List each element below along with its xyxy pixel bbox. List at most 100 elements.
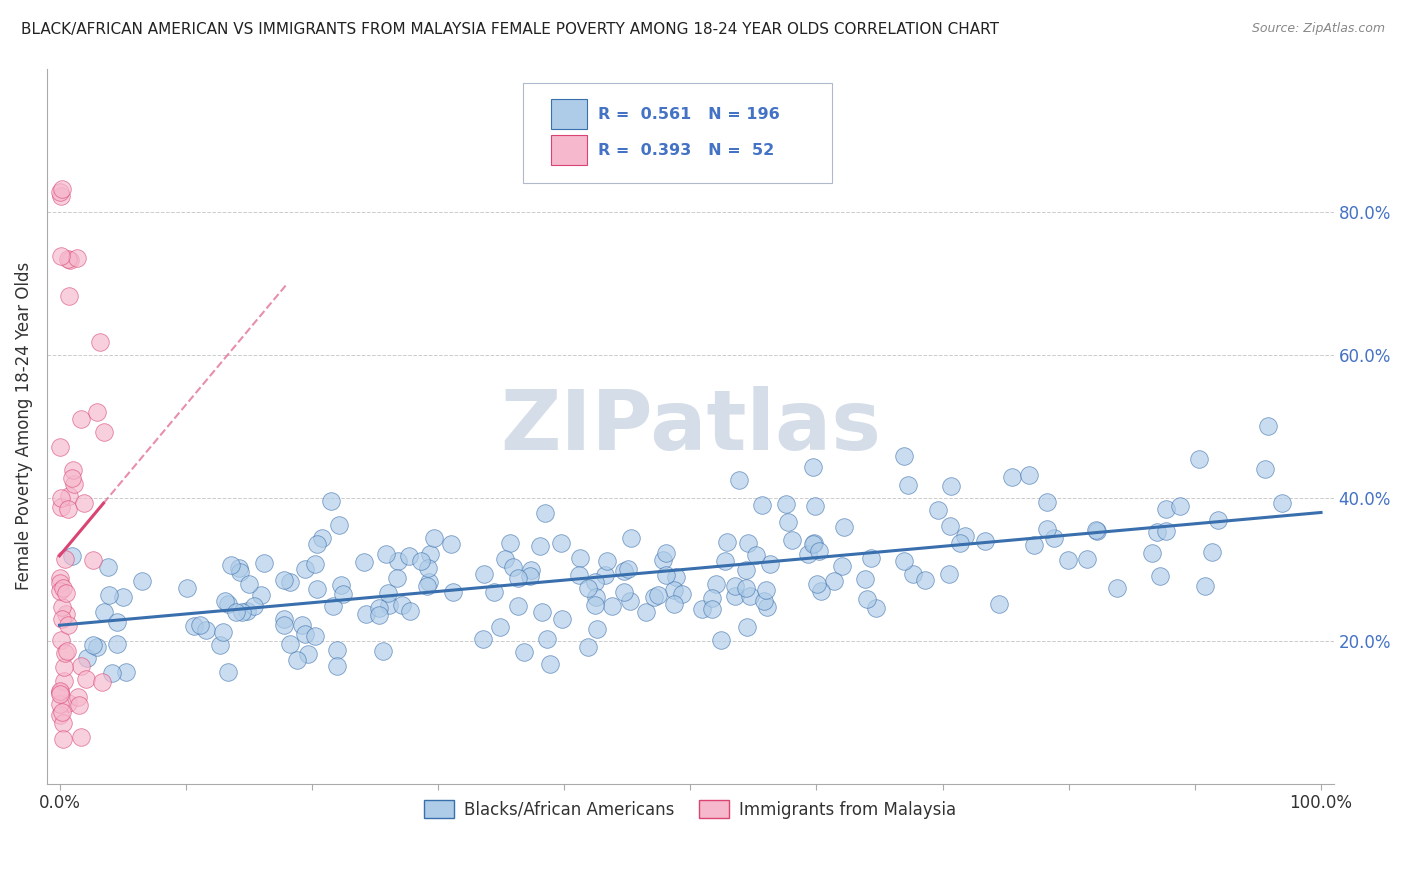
Point <box>593 568 616 582</box>
Point <box>807 544 830 558</box>
Point <box>855 572 877 586</box>
Point <box>619 594 641 608</box>
Point <box>58 289 80 303</box>
Point <box>860 551 883 566</box>
Point <box>714 554 737 568</box>
Point <box>228 561 250 575</box>
Point <box>735 581 758 595</box>
Point <box>600 599 623 613</box>
Point <box>290 618 312 632</box>
Point <box>737 536 759 550</box>
Point <box>1257 419 1279 434</box>
Point <box>49 584 72 599</box>
Point <box>716 535 738 549</box>
Point <box>897 477 920 491</box>
Point <box>56 502 79 516</box>
Point <box>48 687 70 701</box>
Point <box>56 696 79 710</box>
Point <box>745 549 768 563</box>
Point <box>377 586 399 600</box>
Point <box>82 638 104 652</box>
Point <box>613 564 636 578</box>
Point <box>49 683 72 698</box>
Point <box>953 529 976 543</box>
Point <box>569 551 592 566</box>
Point <box>520 563 543 577</box>
Point <box>1154 502 1177 516</box>
Point <box>51 500 73 514</box>
Legend: Blacks/African Americans, Immigrants from Malaysia: Blacks/African Americans, Immigrants fro… <box>418 794 963 825</box>
Point <box>183 619 205 633</box>
Point <box>502 560 524 574</box>
Point <box>735 563 758 577</box>
Point <box>585 591 607 605</box>
Point <box>51 182 73 196</box>
Point <box>724 590 747 604</box>
Point <box>551 612 574 626</box>
Point <box>49 571 72 585</box>
Point <box>297 647 319 661</box>
Point <box>671 587 693 601</box>
Point <box>927 503 949 517</box>
Point <box>48 440 70 454</box>
Point <box>643 590 665 604</box>
Point <box>368 601 391 615</box>
Point <box>586 622 609 636</box>
Point <box>354 607 377 621</box>
Point <box>70 412 93 426</box>
Point <box>311 531 333 545</box>
Point <box>1043 531 1066 545</box>
Point <box>86 640 108 654</box>
Point <box>1188 452 1211 467</box>
Point <box>735 620 758 634</box>
Point <box>973 534 995 549</box>
Point <box>901 567 924 582</box>
Point <box>724 579 747 593</box>
Point <box>82 553 104 567</box>
Point <box>326 643 349 657</box>
Point <box>304 558 326 572</box>
Point <box>86 405 108 419</box>
Point <box>664 583 686 598</box>
Point <box>780 533 803 547</box>
Point <box>530 605 553 619</box>
Point <box>294 562 316 576</box>
Point <box>378 598 401 612</box>
Point <box>367 607 389 622</box>
Point <box>1001 470 1024 484</box>
Point <box>373 644 395 658</box>
Point <box>273 618 295 632</box>
Point <box>231 605 253 619</box>
Point <box>273 574 295 588</box>
Point <box>636 606 658 620</box>
Point <box>776 516 799 530</box>
Point <box>893 554 915 568</box>
Point <box>801 537 824 551</box>
Point <box>48 185 70 199</box>
Point <box>423 531 446 545</box>
Point <box>53 660 76 674</box>
Point <box>217 597 239 611</box>
Point <box>63 476 86 491</box>
Point <box>58 489 80 503</box>
Point <box>56 252 79 266</box>
Point <box>53 646 76 660</box>
Point <box>727 473 749 487</box>
Point <box>48 697 70 711</box>
Point <box>939 518 962 533</box>
Point <box>52 731 75 746</box>
Point <box>53 551 76 566</box>
Point <box>512 645 534 659</box>
Point <box>651 553 673 567</box>
Point <box>416 578 439 592</box>
Point <box>385 571 408 585</box>
Point <box>655 567 678 582</box>
Point <box>329 578 352 592</box>
Point <box>253 556 276 570</box>
Point <box>294 627 316 641</box>
Point <box>1201 545 1223 559</box>
Point <box>1076 551 1098 566</box>
Point <box>51 612 73 626</box>
Point <box>97 560 120 574</box>
Point <box>550 535 572 549</box>
